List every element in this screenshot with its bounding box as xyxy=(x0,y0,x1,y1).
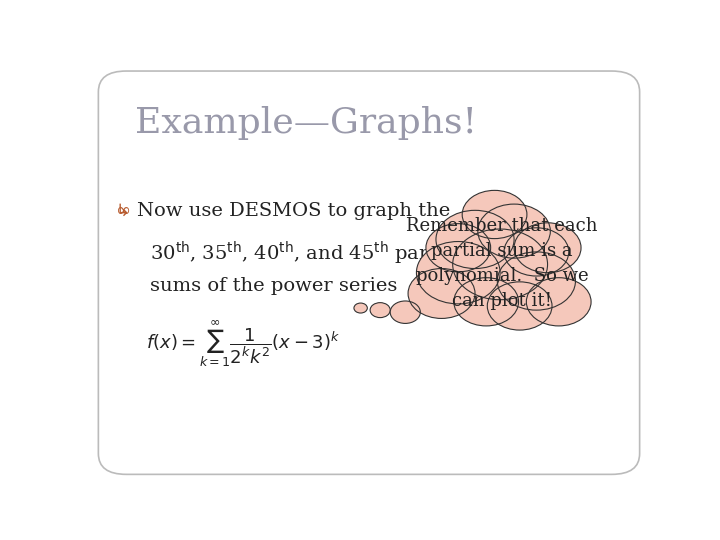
Text: Example—Graphs!: Example—Graphs! xyxy=(135,106,477,140)
Circle shape xyxy=(408,268,475,319)
Text: Now use DESMOS to graph the: Now use DESMOS to graph the xyxy=(138,202,451,220)
Circle shape xyxy=(498,252,575,310)
FancyBboxPatch shape xyxy=(99,71,639,474)
Circle shape xyxy=(370,302,390,318)
Circle shape xyxy=(453,229,547,300)
Circle shape xyxy=(526,278,591,326)
Circle shape xyxy=(416,241,500,304)
Circle shape xyxy=(514,223,581,273)
Circle shape xyxy=(504,228,569,276)
Text: 30$^{\rm th}$, 35$^{\rm th}$, 40$^{\rm th}$, and 45$^{\rm th}$ partial: 30$^{\rm th}$, 35$^{\rm th}$, 40$^{\rm t… xyxy=(150,240,462,267)
Circle shape xyxy=(454,278,518,326)
Text: ↳: ↳ xyxy=(115,202,129,220)
Text: Remember that each
partial sum is a
polynomial.  So we
can plot it!: Remember that each partial sum is a poly… xyxy=(406,217,598,310)
Circle shape xyxy=(462,191,527,239)
Circle shape xyxy=(478,204,550,258)
Circle shape xyxy=(426,224,490,272)
Circle shape xyxy=(487,282,552,330)
Circle shape xyxy=(354,303,367,313)
Circle shape xyxy=(436,211,514,268)
Text: ∞: ∞ xyxy=(115,202,130,220)
Text: sums of the power series: sums of the power series xyxy=(150,277,397,295)
Text: $f(x) = \sum_{k=1}^{\infty} \dfrac{1}{2^k k^2}(x-3)^k$: $f(x) = \sum_{k=1}^{\infty} \dfrac{1}{2^… xyxy=(145,319,340,369)
Circle shape xyxy=(390,301,420,323)
